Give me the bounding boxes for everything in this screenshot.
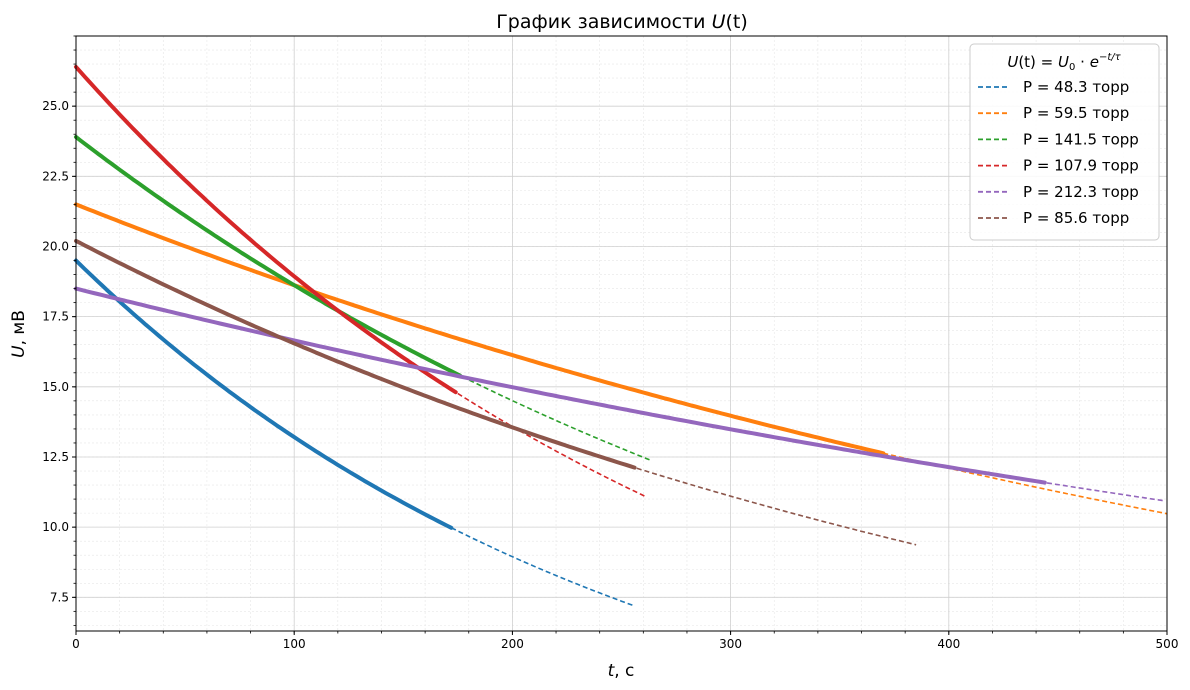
x-tick-label: 0	[72, 637, 80, 651]
series-data-line	[74, 286, 1047, 485]
x-tick-label: 100	[283, 637, 306, 651]
legend-title: U(t) = U0 · e−t/τ	[1007, 52, 1121, 73]
legend-label: P = 59.5 торр	[1023, 104, 1129, 122]
legend-label: P = 85.6 торр	[1023, 209, 1129, 227]
series-layer	[74, 64, 1168, 607]
tick-labels: 0 100 200 300 400 500 7.5 10.0 12.5 15.0 17.5 20.0 2…	[42, 99, 1178, 651]
x-tick-label: 300	[719, 637, 742, 651]
x-tick-label: 400	[937, 637, 960, 651]
y-tick-label: 25.0	[42, 99, 69, 113]
series-data-line	[74, 202, 886, 456]
legend: U(t) = U0 · e−t/τ P = 48.3 торр P = 59.5 …	[969, 43, 1160, 241]
x-tick-label: 200	[501, 637, 524, 651]
series-fit-line	[457, 392, 646, 498]
x-axis-title: t, с	[608, 661, 635, 681]
plot-frame	[75, 35, 1168, 632]
y-tick-label: 10.0	[42, 520, 69, 534]
y-axis-title: U, мВ	[9, 310, 29, 358]
series-fit-line	[636, 467, 917, 546]
legend-label: P = 212.3 торр	[1023, 183, 1139, 201]
y-tick-label: 7.5	[50, 590, 69, 604]
legend-label: P = 141.5 торр	[1023, 130, 1139, 148]
series-data-line	[74, 135, 462, 378]
legend-label: P = 107.9 торр	[1023, 157, 1139, 175]
legend-entries: P = 48.3 торр P = 59.5 торр P = 141.5 торр…	[978, 78, 1139, 227]
series-data-line	[74, 64, 458, 395]
y-tick-label: 15.0	[42, 380, 69, 394]
series-fit-line	[450, 527, 635, 607]
y-tick-label: 22.5	[42, 169, 69, 183]
legend-box	[969, 43, 1160, 241]
x-tick-label: 500	[1156, 637, 1179, 651]
series-fit-line	[461, 375, 651, 461]
chart-title: График зависимости U(t)	[496, 11, 748, 33]
series-fit-line	[1046, 482, 1165, 502]
y-tick-label: 20.0	[42, 239, 69, 253]
series-data-line	[74, 238, 637, 470]
axis-ticks	[72, 35, 1168, 635]
legend-label: P = 48.3 торр	[1023, 78, 1129, 96]
y-tick-label: 17.5	[42, 310, 69, 324]
y-tick-label: 12.5	[42, 450, 69, 464]
series-data-line	[74, 258, 454, 530]
